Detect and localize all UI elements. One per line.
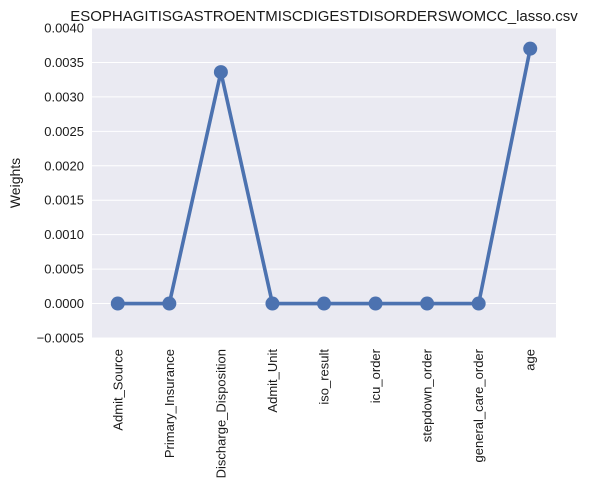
x-tick-label: stepdown_order <box>420 348 435 442</box>
data-point-discharge-disposition <box>213 65 228 80</box>
x-tick-label: icu_order <box>368 348 383 403</box>
x-tick-label: iso_result <box>317 349 332 405</box>
y-axis-ticks: −0.0005 0.0000 0.0005 0.0010 0.0015 0.0020 0.0… <box>37 21 84 346</box>
y-tick-label: 0.0000 <box>44 296 84 311</box>
x-tick-label: age <box>523 349 538 371</box>
x-tick-label: Primary_Insurance <box>162 349 177 458</box>
y-tick-label: 0.0030 <box>44 89 84 104</box>
y-tick-label: 0.0040 <box>44 21 84 36</box>
y-axis-label: Weights <box>7 158 23 208</box>
x-tick-label: Admit_Source <box>110 349 125 431</box>
y-tick-label: 0.0025 <box>44 124 84 139</box>
y-tick-label: 0.0005 <box>44 262 84 277</box>
data-point-icu-order <box>368 296 383 311</box>
x-axis-ticks: Admit_Source Primary_Insurance Discharge_D… <box>110 348 537 478</box>
x-tick-label: general_care_order <box>471 348 486 462</box>
data-point-stepdown-order <box>420 296 435 311</box>
y-tick-label: −0.0005 <box>37 331 84 346</box>
data-point-general-care-order <box>471 296 486 311</box>
chart-title: ESOPHAGITISGASTROENTMISCDIGESTDISORDERSW… <box>70 8 578 25</box>
x-tick-label: Discharge_Disposition <box>213 349 228 478</box>
y-tick-label: 0.0035 <box>44 55 84 70</box>
data-point-admit-source <box>110 296 125 311</box>
data-point-primary-insurance <box>162 296 177 311</box>
series-weights <box>110 41 538 311</box>
data-point-iso-result <box>317 296 331 311</box>
y-tick-label: 0.0015 <box>44 193 84 208</box>
y-tick-label: 0.0010 <box>44 227 84 242</box>
data-point-age <box>523 41 538 56</box>
plot-area <box>92 28 556 338</box>
y-tick-label: 0.0020 <box>44 158 84 173</box>
data-point-admit-unit <box>265 296 280 311</box>
x-tick-label: Admit_Unit <box>265 349 280 413</box>
